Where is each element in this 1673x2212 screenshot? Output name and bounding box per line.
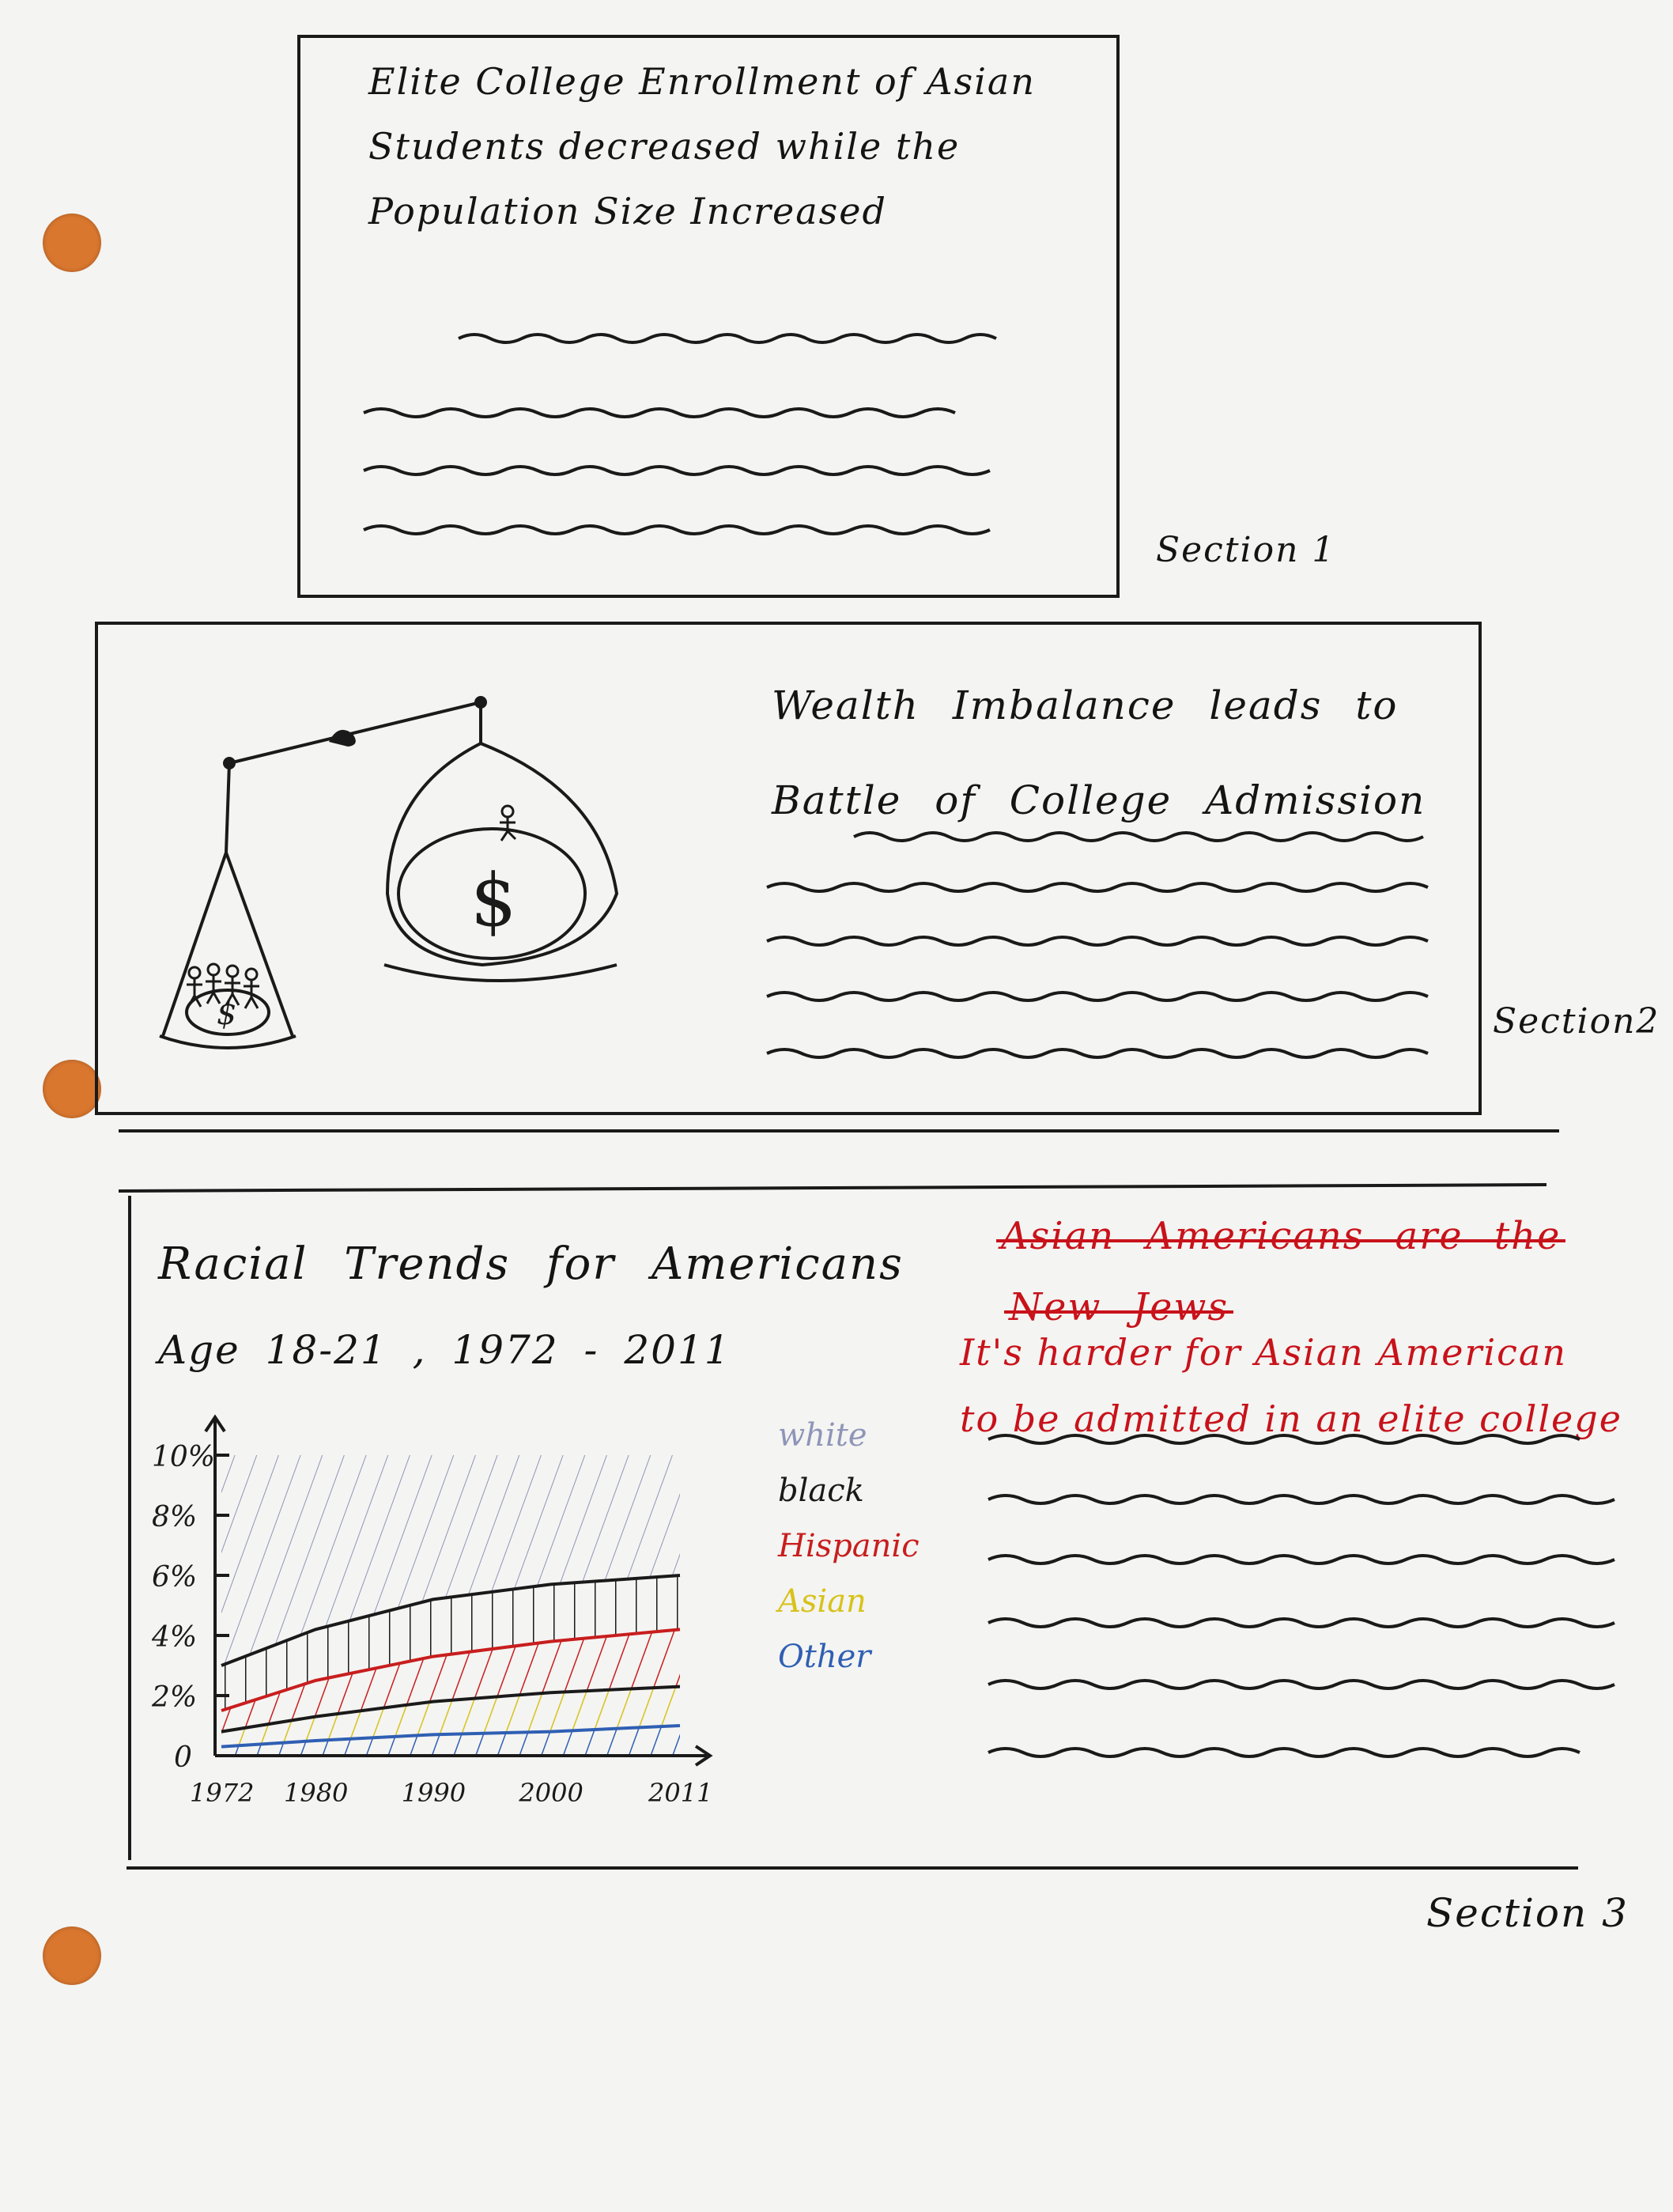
series-line-black <box>221 1574 681 1667</box>
section-3-bottom-rule <box>127 1866 1578 1870</box>
red-heading-line-1: It's harder for Asian American <box>960 1331 1567 1374</box>
section-1-title-line-3: Population Size Increased <box>368 190 887 233</box>
x-tick-label: 1972 <box>190 1778 254 1808</box>
section-2-label: Section2 <box>1493 1001 1660 1042</box>
struck-heading-line-2: New Jews <box>1003 1272 1234 1343</box>
y-tick-label: 0 <box>174 1741 192 1774</box>
y-tick-label: 6% <box>152 1561 197 1594</box>
y-tick-label: 2% <box>151 1681 197 1714</box>
section-3-label: Section 3 <box>1426 1890 1629 1936</box>
struck-heading-line-1: Asian Americans are the <box>995 1201 1566 1272</box>
section-3-left-border <box>128 1196 131 1860</box>
chart-legend: white black Hispanic Asian Other <box>778 1408 920 1685</box>
section-1-title-line-1: Elite College Enrollment of Asian <box>368 60 1036 103</box>
small-money-bag-icon <box>185 989 270 1036</box>
red-heading-line-2: to be admitted in an elite college <box>960 1397 1622 1440</box>
series-line-asian <box>221 1685 681 1734</box>
binder-hole-2 <box>43 1060 101 1118</box>
legend-black: black <box>778 1473 864 1509</box>
legend-other: Other <box>778 1639 871 1675</box>
red-heading: It's harder for Asian American to be adm… <box>960 1319 1622 1452</box>
legend-white: white <box>778 1417 867 1454</box>
section-1-placeholder-text-lines <box>363 333 997 535</box>
x-tick-label: 2011 <box>648 1778 712 1808</box>
section-3-placeholder-text-lines <box>988 1434 1615 1758</box>
money-bag-icon <box>397 827 587 960</box>
section-1-title: Elite College Enrollment of Asian Studen… <box>368 49 1036 244</box>
section-1-title-line-2: Students decreased while the <box>368 125 961 168</box>
area-hispanic <box>221 1629 680 1732</box>
section-2-title: Wealth Imbalance leads to Battle of Coll… <box>772 658 1426 848</box>
legend-asian: Asian <box>778 1583 867 1620</box>
section-3-top-rule <box>118 1183 1547 1193</box>
chart-title: Racial Trends for Americans <box>158 1238 904 1290</box>
section-1-frame <box>297 35 1120 598</box>
y-tick-label: 8% <box>152 1501 197 1533</box>
stick-figure-icon <box>500 804 517 841</box>
section-2-frame <box>95 622 1482 1115</box>
section-1-label: Section 1 <box>1156 530 1336 570</box>
series-line-hispanic <box>221 1628 681 1712</box>
y-axis-arrow <box>204 1414 226 1433</box>
racial-trends-chart: 0 2% 4% 6% 8% 10% 1972 1980 1990 2000 2011 <box>151 1414 713 1808</box>
chart-subtitle: Age 18-21 , 1972 - 2011 <box>158 1327 731 1373</box>
section-2-bottom-rule <box>119 1129 1559 1132</box>
area-other <box>221 1726 680 1756</box>
section-2-title-line-1: Wealth Imbalance leads to <box>772 683 1399 728</box>
area-black <box>221 1575 680 1711</box>
struck-heading: Asian Americans are the New Jews <box>995 1201 1566 1343</box>
section-2-title-line-2: Battle of College Admission <box>772 777 1426 823</box>
area-white <box>221 1455 680 1666</box>
area-asian <box>221 1686 680 1747</box>
binder-hole-3 <box>43 1927 101 1985</box>
y-tick-label: 10% <box>152 1441 215 1473</box>
binder-hole-1 <box>43 214 101 272</box>
stick-figures-crowd-icon <box>187 962 259 1009</box>
x-axis-arrow <box>694 1745 713 1767</box>
x-tick-label: 2000 <box>518 1778 583 1808</box>
legend-hispanic: Hispanic <box>778 1528 920 1564</box>
x-tick-label: 1990 <box>402 1778 466 1808</box>
series-line-other <box>221 1724 681 1749</box>
x-tick-label: 1980 <box>284 1778 348 1808</box>
section-2-placeholder-text-lines <box>766 831 1429 1059</box>
balance-scale-icon: $ $ <box>159 696 619 1049</box>
dollar-sign-icon: $ <box>470 858 517 943</box>
y-tick-label: 4% <box>151 1621 197 1654</box>
